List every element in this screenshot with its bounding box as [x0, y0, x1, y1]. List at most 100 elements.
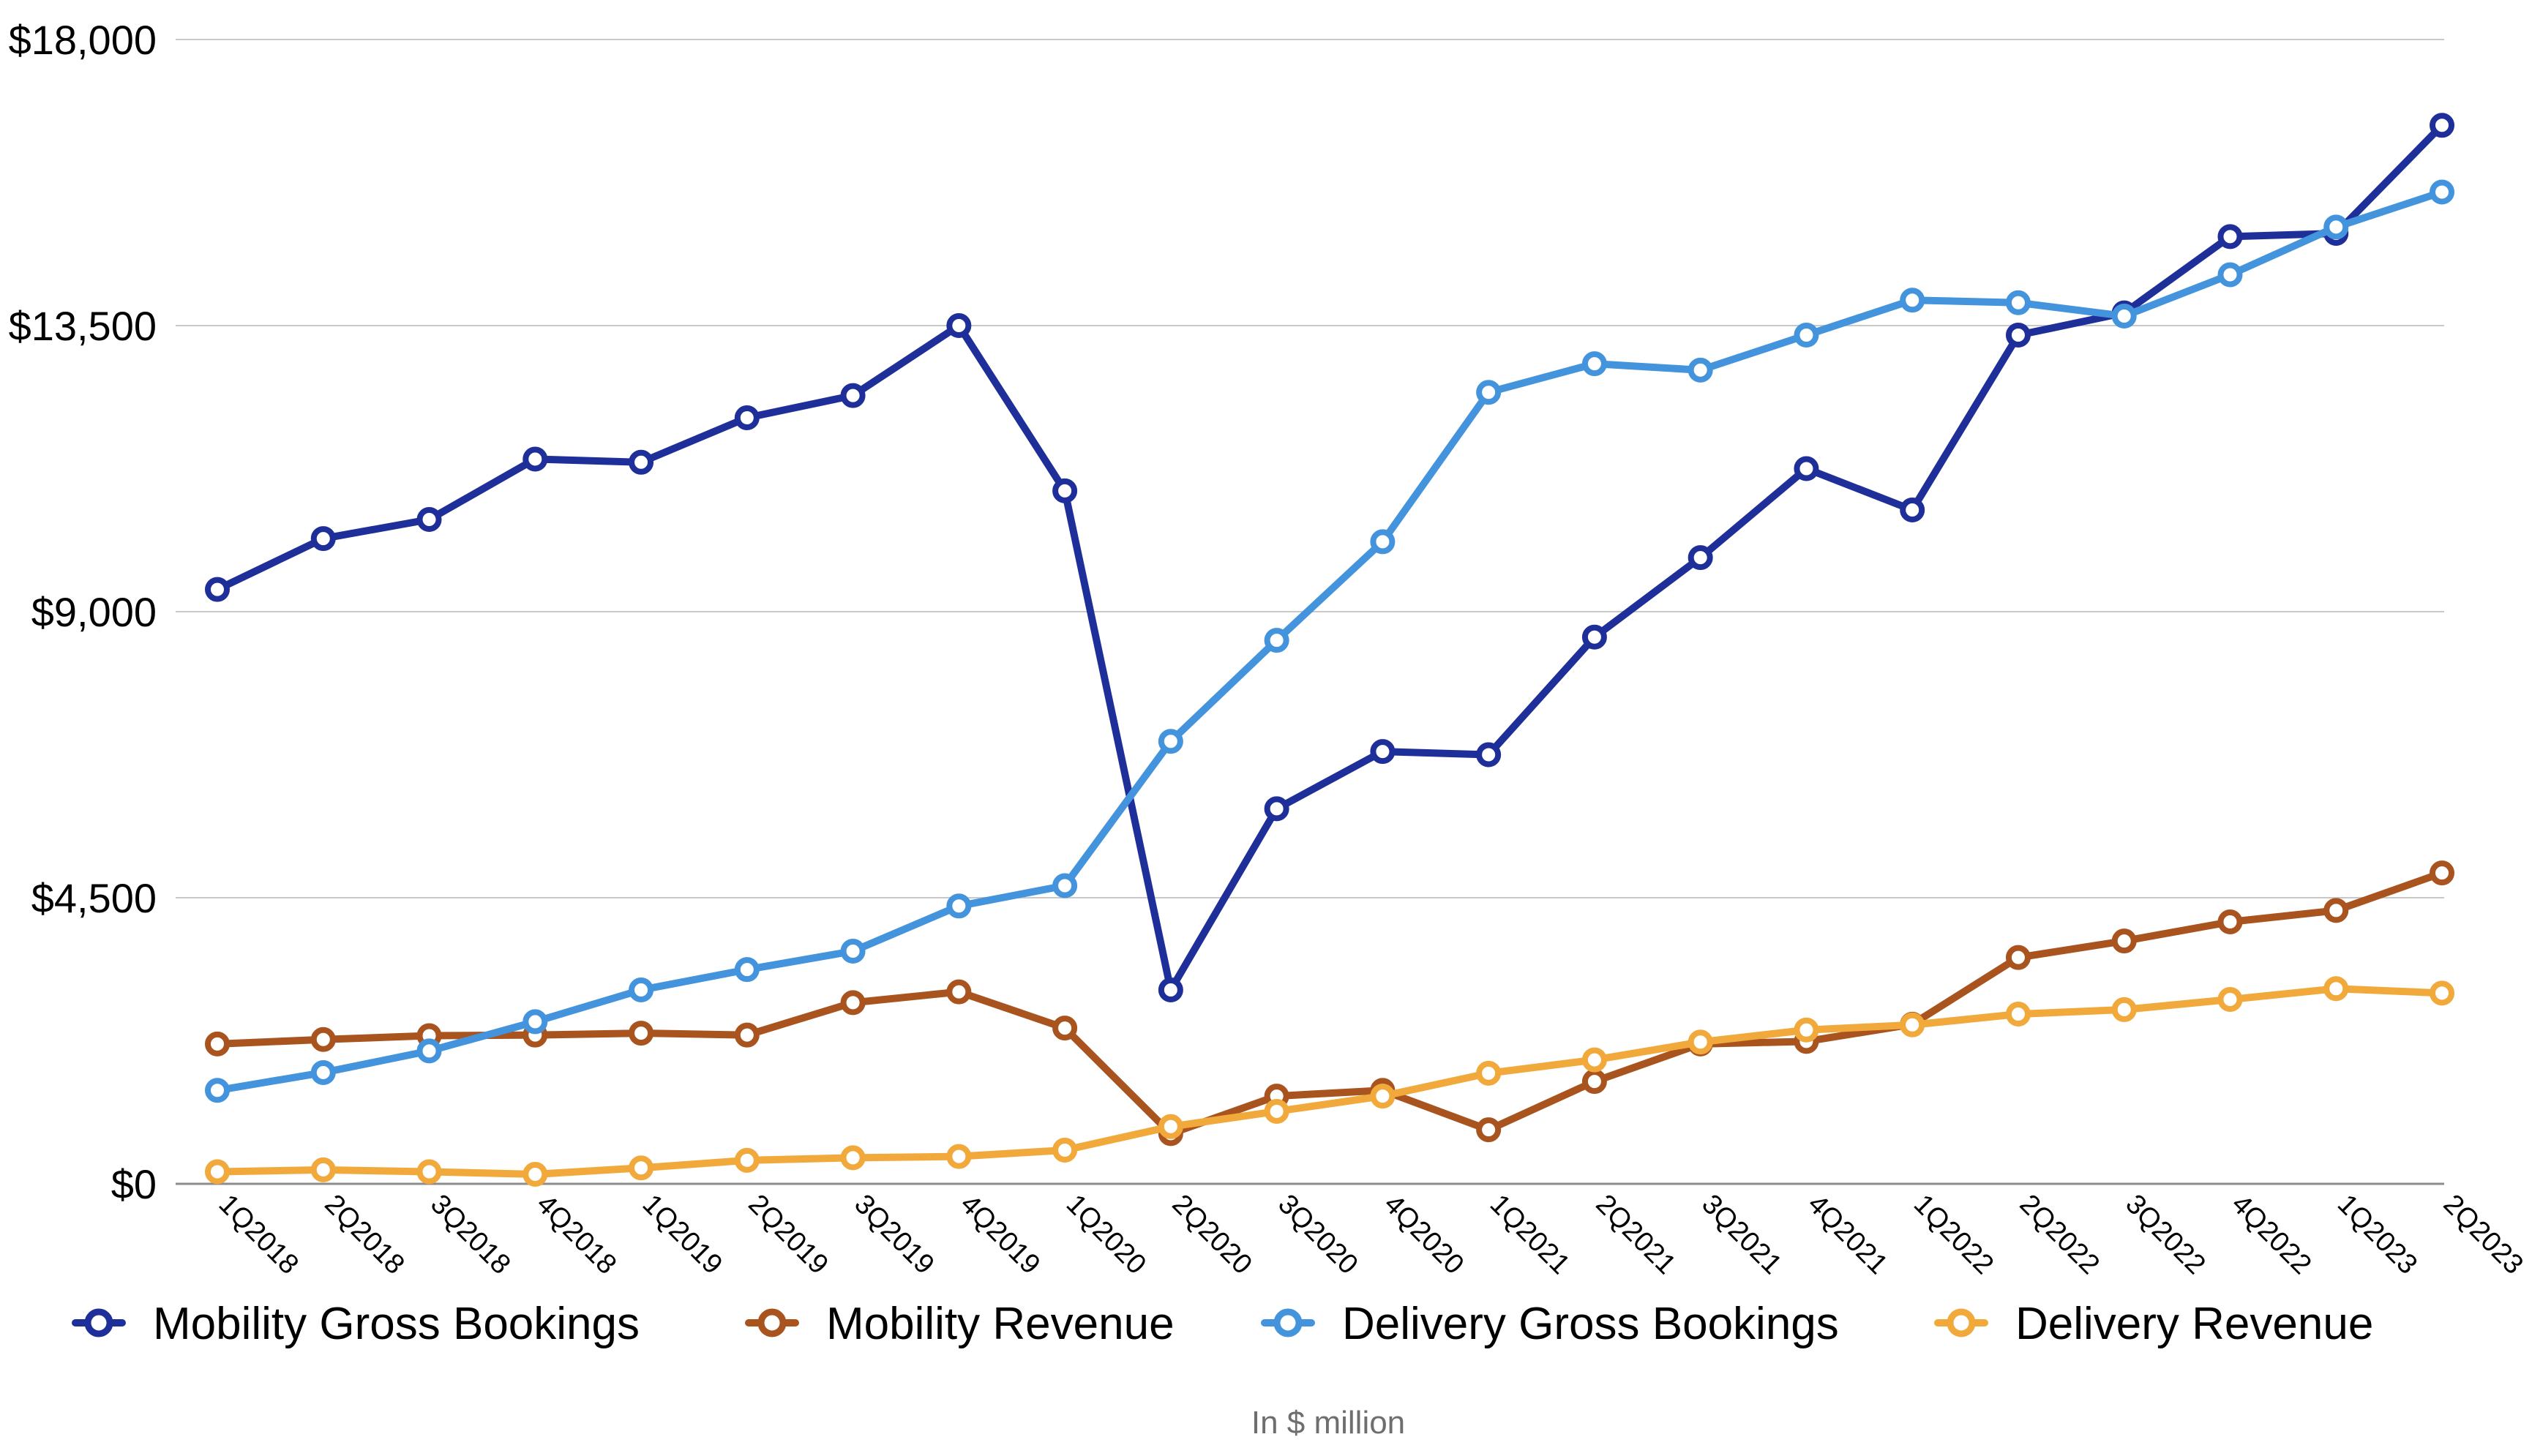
legend-swatch-marker — [1273, 1308, 1303, 1337]
data-point — [2005, 1002, 2031, 1027]
data-point — [2430, 980, 2454, 1006]
data-point — [310, 1027, 336, 1052]
data-point — [1581, 624, 1607, 650]
data-point — [1476, 1060, 1502, 1086]
data-point — [1370, 739, 1396, 765]
data-point — [1688, 545, 1713, 571]
series-line — [214, 869, 2446, 1138]
x-tick-label: 4Q2020 — [1378, 1189, 1469, 1280]
legend-swatch-marker — [757, 1308, 787, 1337]
data-point — [1794, 1017, 1819, 1043]
data-point — [1476, 742, 1502, 768]
data-point — [522, 446, 548, 472]
data-point — [629, 449, 654, 475]
data-point — [1476, 1117, 1502, 1143]
x-tick-label: 2Q2022 — [2014, 1189, 2105, 1280]
data-point — [840, 990, 866, 1016]
data-point — [310, 526, 336, 552]
grid-layer — [176, 39, 2444, 898]
data-point — [310, 1059, 336, 1085]
series-line — [214, 188, 2446, 1095]
data-point — [734, 1022, 760, 1048]
y-tick-label: $9,000 — [31, 589, 157, 635]
series-mobility-gross-bookings — [205, 113, 2454, 1002]
x-tick-label: 1Q2023 — [2331, 1189, 2423, 1280]
data-point — [310, 1157, 336, 1182]
data-point — [416, 1159, 442, 1185]
x-tick-label: 4Q2018 — [531, 1189, 622, 1280]
x-tick-label: 1Q2018 — [213, 1189, 304, 1280]
data-point — [2111, 997, 2137, 1022]
data-point — [2323, 214, 2349, 240]
data-point — [1794, 323, 1819, 348]
x-tick-label: 2Q2018 — [318, 1189, 410, 1280]
chart-caption: In $ million — [1251, 1405, 1405, 1441]
data-point — [1052, 478, 1078, 503]
data-point — [629, 1021, 654, 1046]
data-point — [2430, 860, 2454, 886]
x-tick-label: 2Q2021 — [1590, 1189, 1682, 1280]
legend-item: Delivery Revenue — [1934, 1299, 2373, 1349]
series-line — [214, 121, 2446, 994]
x-tick-label: 1Q2021 — [1484, 1189, 1576, 1280]
data-point — [1581, 1069, 1607, 1095]
x-tick-label: 2Q2019 — [742, 1189, 834, 1280]
legend-item: Mobility Gross Bookings — [72, 1299, 640, 1349]
legend-label: Delivery Gross Bookings — [1342, 1299, 1839, 1349]
data-point — [946, 1144, 972, 1169]
legend-swatch-marker — [1947, 1308, 1976, 1337]
data-point — [2430, 179, 2454, 205]
data-point — [2005, 945, 2031, 970]
data-point — [1900, 1012, 1925, 1037]
data-point — [840, 938, 866, 964]
x-tick-label: 3Q2022 — [2119, 1189, 2211, 1280]
y-tick-label: $0 — [111, 1161, 157, 1207]
x-tick-label: 3Q2021 — [1696, 1189, 1787, 1280]
data-point — [1052, 873, 1078, 898]
x-tick-label: 3Q2019 — [848, 1189, 940, 1280]
legend: Mobility Gross Bookings Mobility Revenue D… — [72, 1299, 2373, 1349]
data-point — [1158, 1114, 1183, 1139]
x-tick-label: 1Q2022 — [1908, 1189, 1999, 1280]
data-point — [2217, 909, 2243, 935]
x-tick-label: 3Q2018 — [424, 1189, 516, 1280]
x-tick-label: 2Q2023 — [2438, 1189, 2529, 1280]
data-point — [1264, 1098, 1289, 1124]
legend-item: Mobility Revenue — [745, 1299, 1175, 1349]
legend-swatch-marker — [84, 1308, 113, 1337]
x-tick-label: 4Q2019 — [954, 1189, 1046, 1280]
legend-label: Mobility Gross Bookings — [153, 1299, 640, 1349]
data-point — [1581, 1047, 1607, 1073]
data-point — [205, 1078, 230, 1103]
data-point — [1052, 1137, 1078, 1163]
data-point — [1052, 1016, 1078, 1041]
data-point — [1794, 456, 1819, 481]
data-point — [1370, 529, 1396, 555]
legend-label: Mobility Revenue — [826, 1299, 1175, 1349]
data-point — [2005, 290, 2031, 315]
x-tick-label: 2Q2020 — [1166, 1189, 1257, 1280]
data-point — [1581, 351, 1607, 377]
data-point — [1900, 497, 1925, 522]
y-tick-label: $4,500 — [31, 875, 157, 921]
data-point — [1688, 1029, 1713, 1055]
data-point — [629, 977, 654, 1002]
data-point — [522, 1161, 548, 1187]
x-tick-label: 4Q2022 — [2225, 1189, 2317, 1280]
data-point — [1900, 288, 1925, 313]
series-delivery-revenue — [205, 976, 2454, 1187]
data-point — [1370, 1084, 1396, 1109]
data-point — [416, 507, 442, 533]
series-layer — [205, 113, 2454, 1187]
data-point — [1158, 977, 1183, 1002]
data-point — [946, 979, 972, 1005]
series-delivery-gross-bookings — [205, 179, 2454, 1103]
data-point — [734, 957, 760, 983]
data-point — [1264, 628, 1289, 653]
data-point — [522, 1009, 548, 1035]
data-point — [2323, 898, 2349, 923]
data-point — [1158, 729, 1183, 754]
data-point — [205, 1159, 230, 1185]
data-point — [2323, 976, 2349, 1002]
data-point — [840, 1145, 866, 1171]
